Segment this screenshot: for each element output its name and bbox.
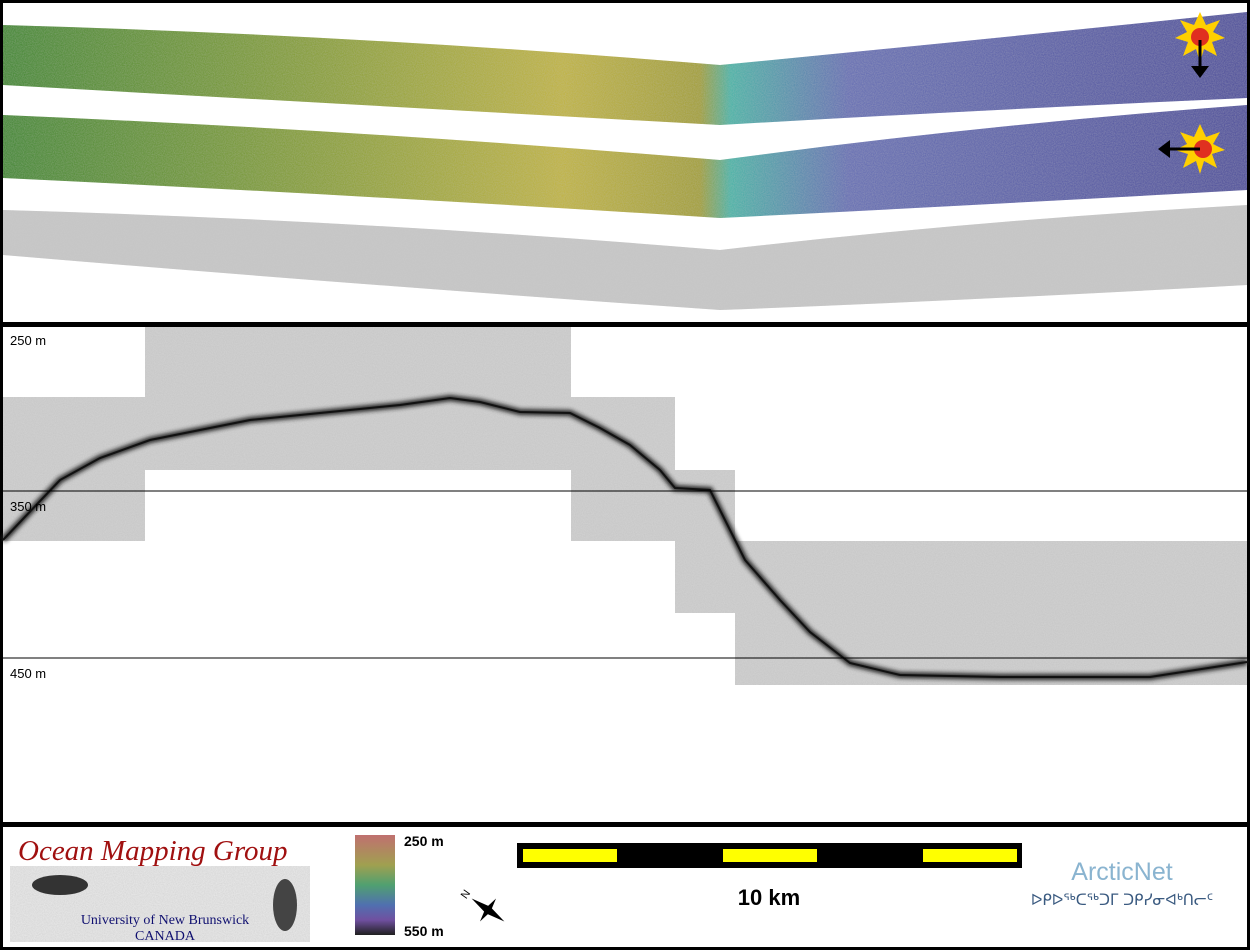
depth-label: 350 m [10, 499, 46, 514]
swath-texture [3, 205, 1247, 310]
logo-title: Ocean Mapping Group [18, 835, 288, 867]
seafloor-line [2, 396, 1248, 678]
depth-label: 450 m [10, 666, 46, 681]
colorbar-label: 550 m [404, 923, 444, 939]
swath-texture [3, 12, 1247, 125]
scale-bar [517, 843, 1022, 868]
omg-logo: Ocean Mapping Group University of New Br… [10, 835, 310, 944]
depth-label: 250 m [10, 333, 46, 348]
scale-label: 10 km [738, 885, 800, 910]
sun-icon [1158, 124, 1225, 174]
logo-country: CANADA [135, 929, 196, 944]
colorbar-label: 250 m [404, 833, 444, 849]
swath-texture [3, 105, 1247, 218]
profile-blocks [3, 327, 1247, 685]
partner-syllabics: ᐅᑭᐅᖅᑕᖅᑐᒥ ᑐᑭᓯᓂᐊᒃᑎᓕᑦ [1031, 891, 1213, 909]
partner-name: ArcticNet [1071, 858, 1172, 886]
north-arrow: N [459, 888, 505, 922]
sun-icon [1175, 12, 1225, 78]
colorbar [355, 835, 395, 935]
logo-university: University of New Brunswick [81, 913, 249, 928]
